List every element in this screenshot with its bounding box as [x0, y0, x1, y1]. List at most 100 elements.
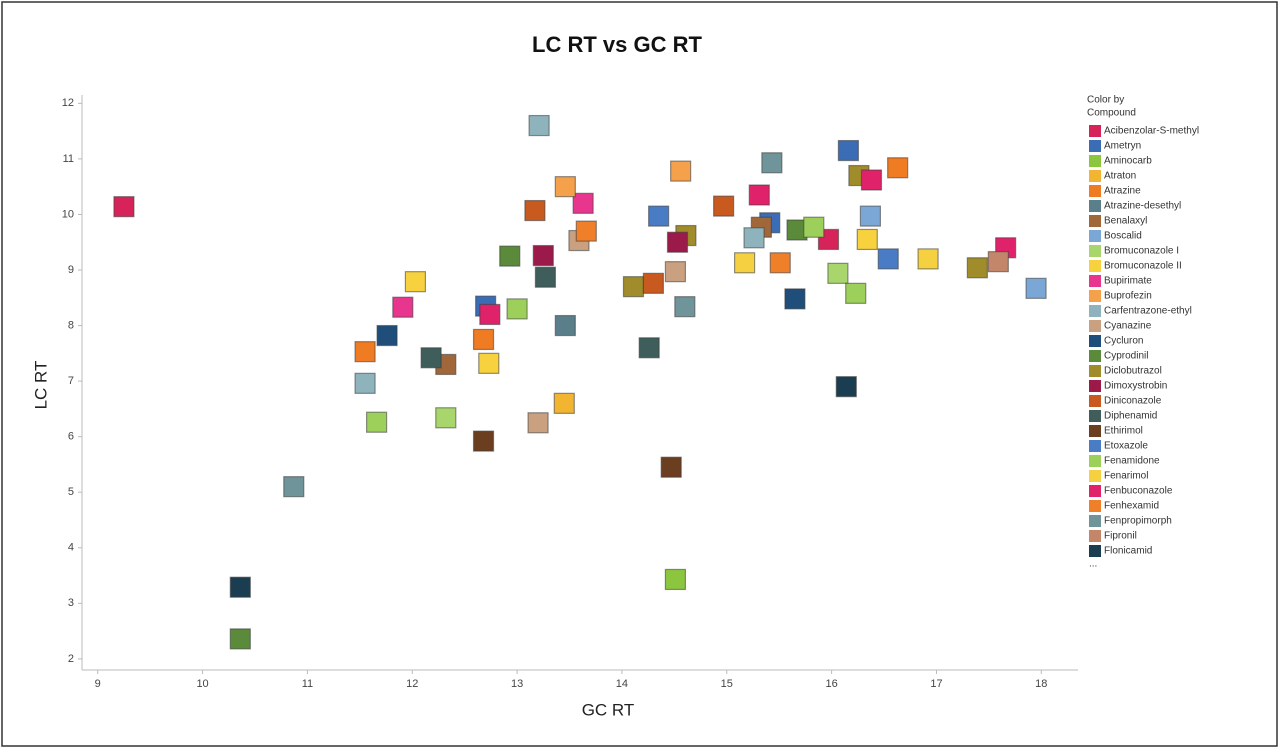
point [917, 248, 939, 270]
legend-label: Bromuconazole II [1104, 261, 1182, 272]
legend-swatch [1089, 530, 1101, 542]
legend-label: Fenarimol [1104, 471, 1148, 482]
point [987, 251, 1009, 273]
legend-swatch [1089, 470, 1101, 482]
point [803, 216, 825, 238]
legend-label: Acibenzolar-S-methyl [1104, 126, 1199, 137]
point [664, 568, 687, 591]
legend-label: Diniconazole [1104, 396, 1162, 407]
legend-label: Dimoxystrobin [1104, 381, 1167, 392]
legend-label: Bupirimate [1104, 276, 1152, 287]
point [966, 257, 988, 279]
legend-label: Boscalid [1104, 231, 1142, 242]
point [554, 314, 576, 337]
point [713, 195, 735, 217]
point [376, 324, 398, 347]
legend-swatch [1089, 440, 1101, 452]
x-tick-label: 14 [616, 678, 628, 690]
point [666, 231, 689, 253]
point [229, 576, 251, 598]
point [283, 476, 305, 498]
point [527, 412, 549, 434]
point [835, 376, 857, 398]
point [404, 271, 426, 293]
legend-swatch [1089, 365, 1101, 377]
y-tick-label: 4 [68, 542, 74, 554]
point [622, 276, 645, 298]
legend-title-text: Compound [1087, 108, 1136, 119]
point [528, 114, 550, 137]
x-tick-label: 12 [406, 678, 418, 690]
legend-swatch [1089, 200, 1101, 212]
point [575, 220, 597, 242]
point [837, 139, 859, 162]
legend-label: Benalaxyl [1104, 216, 1147, 227]
point [1025, 277, 1047, 299]
point [113, 196, 135, 218]
legend-label: Aminocarb [1104, 156, 1152, 167]
legend-label: Etoxazole [1104, 441, 1148, 452]
legend-label: Carfentrazone-ethyl [1104, 306, 1192, 317]
legend-label: Bromuconazole I [1104, 246, 1179, 257]
legend-swatch [1089, 275, 1101, 287]
y-tick-label: 3 [68, 597, 74, 609]
legend-swatch [1089, 485, 1101, 497]
point [784, 288, 806, 310]
y-tick-label: 10 [62, 208, 74, 220]
point [860, 169, 883, 191]
point [648, 205, 670, 227]
point [748, 184, 770, 206]
y-axis-label: LC RT [31, 361, 50, 410]
point [845, 282, 867, 304]
legend-label: Cycluron [1104, 336, 1143, 347]
legend-swatch [1089, 545, 1101, 557]
point [664, 261, 687, 283]
point [366, 411, 388, 433]
legend-label: Fenbuconazole [1104, 486, 1173, 497]
x-tick-label: 16 [825, 678, 837, 690]
legend-swatch [1089, 500, 1101, 512]
point [472, 430, 495, 452]
legend-label: Cyprodinil [1104, 351, 1148, 362]
point [553, 392, 575, 414]
x-axis-label: GC RT [582, 700, 635, 719]
legend-label: Buprofezin [1104, 291, 1152, 302]
point [761, 152, 783, 174]
point [354, 372, 376, 394]
legend-swatch [1089, 125, 1101, 137]
x-tick-label: 13 [511, 678, 523, 690]
point [392, 296, 414, 318]
x-tick-label: 18 [1035, 678, 1047, 690]
point [554, 176, 576, 198]
point [532, 244, 554, 267]
y-tick-label: 9 [68, 264, 74, 276]
legend-label: Fenhexamid [1104, 501, 1159, 512]
legend-swatch [1089, 410, 1101, 422]
point [229, 628, 251, 650]
point [887, 157, 909, 179]
point [524, 199, 546, 222]
point [859, 205, 882, 227]
x-tick-label: 9 [95, 678, 101, 690]
legend-label: Fipronil [1104, 531, 1137, 542]
x-tick-label: 10 [196, 678, 208, 690]
point [435, 407, 457, 429]
x-tick-label: 11 [302, 678, 313, 690]
legend-swatch [1089, 395, 1101, 407]
y-tick-label: 12 [62, 97, 74, 109]
legend-swatch [1089, 245, 1101, 257]
legend-swatch [1089, 455, 1101, 467]
point [642, 272, 664, 294]
y-tick-label: 2 [68, 653, 74, 665]
legend-title-text: Color by [1087, 95, 1124, 106]
point [743, 227, 765, 249]
y-tick-label: 8 [68, 319, 74, 331]
legend-more: ... [1089, 559, 1097, 570]
point [660, 456, 682, 478]
chart-title: LC RT vs GC RT [532, 32, 702, 57]
legend-label: Diphenamid [1104, 411, 1157, 422]
legend-label: Fenamidone [1104, 456, 1160, 467]
legend-swatch [1089, 170, 1101, 182]
